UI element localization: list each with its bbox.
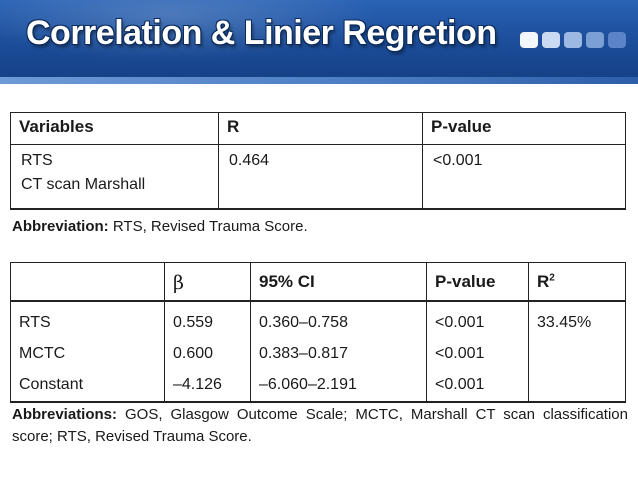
header-p-value: P-value — [422, 112, 626, 145]
regression-table: β 95% CI P-value R2 RTS 0.559 0.360–0.75… — [10, 262, 626, 403]
correlation-table: Variables R P-value RTS CT scan Marshall… — [10, 112, 626, 210]
row-r-squared: 33.45% — [528, 300, 626, 338]
header-blank — [10, 262, 165, 302]
decor-square-icon — [564, 32, 582, 48]
row-label: MCTC — [10, 337, 165, 369]
header-variables: Variables — [10, 112, 219, 145]
row-beta: –4.126 — [164, 368, 251, 403]
header-stripe — [0, 77, 638, 84]
row-beta: 0.559 — [164, 300, 251, 338]
header-ci: 95% CI — [250, 262, 427, 302]
beta-symbol: β — [173, 272, 184, 294]
header-banner: Correlation & Linier Regretion — [0, 0, 638, 84]
cell-variables: RTS CT scan Marshall — [10, 144, 219, 210]
note-text: RTS, Revised Trauma Score. — [112, 218, 308, 235]
variable-rts: RTS — [21, 152, 53, 169]
row-p-value: <0.001 — [426, 300, 529, 338]
slide-title: Correlation & Linier Regretion — [26, 14, 497, 52]
variable-ct-scan: CT scan Marshall — [21, 176, 146, 193]
decorative-dots — [520, 32, 626, 48]
cell-p-value: <0.001 — [422, 144, 626, 210]
row-p-value: <0.001 — [426, 368, 529, 403]
row-ci: 0.360–0.758 — [250, 300, 427, 338]
header-p-value: P-value — [426, 262, 529, 302]
abbreviation-note-1: Abbreviation: RTS, Revised Trauma Score. — [12, 218, 308, 235]
note-label: Abbreviation: — [12, 218, 109, 235]
row-p-value: <0.001 — [426, 337, 529, 369]
row-label: RTS — [10, 300, 165, 338]
header-beta: β — [164, 262, 251, 302]
row-beta: 0.600 — [164, 337, 251, 369]
r2-superscript: 2 — [549, 272, 555, 284]
table-header-row: Variables R P-value — [10, 112, 626, 145]
decor-square-icon — [542, 32, 560, 48]
abbreviation-note-2: Abbreviations: GOS, Glasgow Outcome Scal… — [12, 404, 628, 448]
note-text: GOS, Glasgow Outcome Scale; MCTC, Marsha… — [12, 406, 628, 445]
table-row: Constant –4.126 –6.060–2.191 <0.001 — [10, 368, 626, 403]
decor-square-icon — [608, 32, 626, 48]
header-r-squared: R2 — [528, 262, 626, 302]
table-row: MCTC 0.600 0.383–0.817 <0.001 — [10, 337, 626, 369]
row-ci: –6.060–2.191 — [250, 368, 427, 403]
header-r: R — [218, 112, 423, 145]
table-header-row: β 95% CI P-value R2 — [10, 262, 626, 302]
table-row: RTS 0.559 0.360–0.758 <0.001 33.45% — [10, 300, 626, 338]
row-r-squared-empty — [528, 368, 626, 403]
r2-base: R — [537, 272, 550, 291]
table-row: RTS CT scan Marshall 0.464 <0.001 — [10, 144, 626, 210]
row-ci: 0.383–0.817 — [250, 337, 427, 369]
note-label: Abbreviations: — [12, 406, 118, 423]
row-label: Constant — [10, 368, 165, 403]
row-r-squared-empty — [528, 337, 626, 369]
decor-square-icon — [520, 32, 538, 48]
decor-square-icon — [586, 32, 604, 48]
cell-r: 0.464 — [218, 144, 423, 210]
